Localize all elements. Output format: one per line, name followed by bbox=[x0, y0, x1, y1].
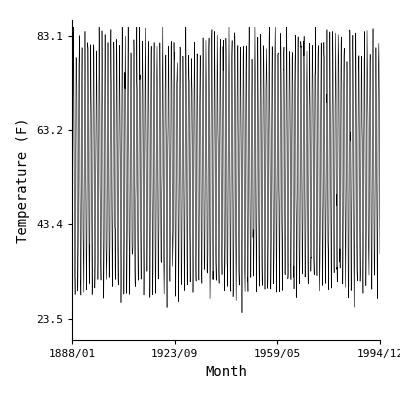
Y-axis label: Temperature (F): Temperature (F) bbox=[16, 117, 30, 243]
X-axis label: Month: Month bbox=[205, 364, 247, 378]
